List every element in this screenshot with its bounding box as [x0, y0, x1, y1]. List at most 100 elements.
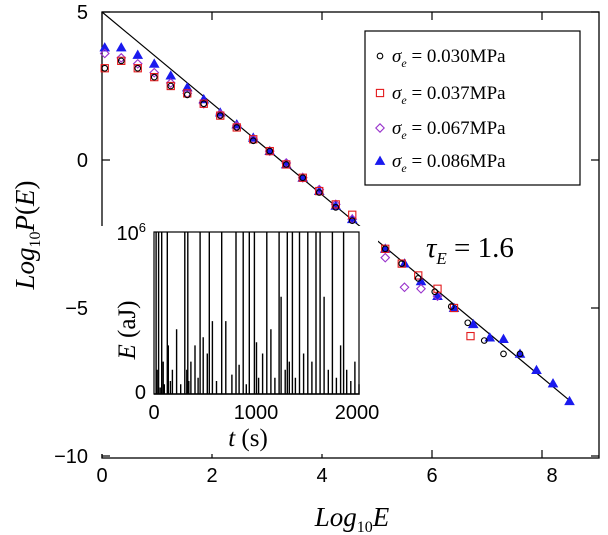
data-point: [331, 200, 340, 209]
data-point: [149, 67, 160, 78]
data-point: [100, 64, 109, 73]
data-point: [216, 112, 224, 119]
data-point: [299, 174, 307, 182]
data-point: [165, 78, 176, 89]
x-tick-label: 8: [546, 465, 557, 487]
data-point: [298, 173, 307, 182]
data-point: [134, 64, 142, 72]
data-point: [101, 64, 109, 72]
data-point: [150, 73, 158, 81]
data-point: [200, 100, 208, 108]
data-point: [216, 111, 225, 120]
data-point: [266, 147, 274, 155]
data-point: [398, 260, 406, 267]
data-point: [232, 123, 241, 132]
data-point: [115, 42, 127, 52]
data-point: [414, 275, 422, 282]
x-axis-title: Log10E: [314, 502, 390, 535]
data-point: [181, 82, 193, 92]
legend-label: σe = 0.086MPa: [392, 151, 506, 175]
data-point: [500, 350, 507, 358]
data-point: [117, 57, 125, 65]
data-point: [99, 48, 110, 59]
data-point: [167, 82, 175, 90]
data-point: [431, 288, 439, 296]
y-tick-label: 5: [77, 2, 88, 24]
data-point: [133, 64, 142, 73]
legend-label: σe = 0.030MPa: [392, 46, 506, 70]
data-point: [464, 319, 472, 327]
data-point: [480, 337, 488, 344]
data-point: [132, 49, 144, 59]
data-point: [132, 58, 143, 69]
data-point: [314, 184, 325, 195]
data-point: [330, 199, 341, 210]
data-point: [516, 350, 524, 358]
inset-x-tick-label: 2000: [335, 402, 380, 424]
data-point: [116, 52, 127, 63]
inset-x-tick-label: 1000: [234, 402, 279, 424]
legend-marker: [376, 52, 384, 60]
data-point: [265, 146, 274, 156]
data-point: [416, 283, 426, 294]
data-point: [564, 395, 575, 406]
legend-markers: [374, 52, 386, 165]
data-point: [399, 282, 410, 293]
legend-label: σe = 0.067MPa: [392, 118, 506, 142]
data-point: [117, 56, 126, 65]
inset-energy-trace: [154, 232, 360, 395]
data-point: [233, 124, 241, 131]
data-point: [449, 303, 459, 313]
x-tick-label: 4: [316, 465, 327, 487]
data-point: [498, 333, 509, 343]
data-point: [315, 186, 324, 196]
legend-marker: [375, 123, 385, 133]
plot-area: [99, 11, 575, 406]
legend-box: [364, 30, 581, 186]
data-point: [531, 364, 542, 375]
y-tick-label: −10: [54, 446, 88, 468]
data-point: [282, 161, 290, 168]
inset-y-tick-label: 0: [135, 382, 146, 404]
data-point: [99, 42, 111, 52]
data-point: [198, 93, 210, 104]
data-point: [414, 271, 423, 280]
data-point: [381, 244, 390, 253]
data-point: [150, 72, 159, 82]
inset-x-tick-label: 0: [148, 402, 159, 424]
legend: σe = 0.030MPa σe = 0.037MPa σe = 0.067MP…: [364, 30, 581, 186]
inset-chart: 0 1000 2000 0 106 t (s) E (aJ): [96, 220, 379, 454]
x-tick-label: 0: [96, 465, 107, 487]
data-point: [183, 91, 191, 99]
y-axis-title: Log10P(E): [10, 180, 44, 290]
data-point: [166, 81, 175, 91]
data-point: [547, 378, 559, 388]
tau-annotation: τE = 1.6: [426, 232, 514, 268]
x-tick-label: 6: [426, 465, 437, 487]
x-tick-label: 2: [206, 465, 217, 487]
data-point: [397, 259, 406, 268]
data-point: [148, 58, 160, 68]
y-ticks: [102, 11, 599, 457]
data-point: [447, 303, 455, 310]
inset-background: [96, 226, 378, 454]
y-tick-label: 0: [77, 150, 88, 172]
data-point: [466, 331, 475, 341]
legend-marker: [374, 155, 386, 165]
data-point: [249, 137, 257, 145]
data-point: [484, 332, 496, 342]
inset-y-axis-title: E (aJ): [114, 300, 141, 360]
data-point: [249, 135, 258, 144]
inset-x-axis-title: t (s): [228, 425, 268, 452]
data-point: [183, 89, 192, 98]
legend-marker: [375, 88, 385, 98]
data-point: [315, 189, 323, 196]
data-point: [282, 160, 291, 169]
data-point: [332, 204, 340, 211]
data-point: [348, 217, 356, 225]
data-point: [199, 99, 208, 108]
y-tick-label: −5: [65, 298, 88, 320]
data-point: [381, 245, 389, 253]
legend-label: σe = 0.037MPa: [392, 83, 506, 107]
